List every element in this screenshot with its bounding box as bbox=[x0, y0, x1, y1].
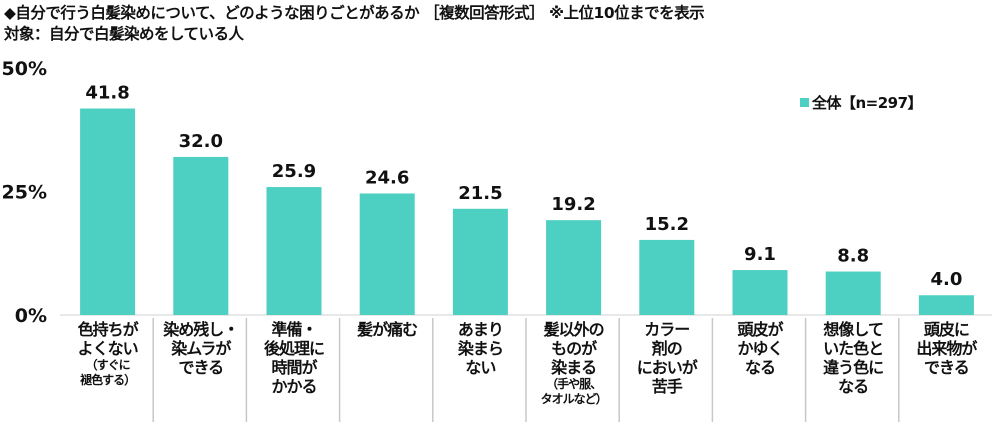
data-label: 21.5 bbox=[458, 183, 502, 204]
x-tick-label-line: 時間が bbox=[271, 358, 317, 377]
x-tick-label: 色持ちが よくない （すぐに 褪色する） bbox=[62, 320, 154, 388]
y-tick-label: 50% bbox=[2, 58, 47, 80]
x-tick-label-line: カラー bbox=[644, 320, 690, 339]
x-tick-label-line: 髪以外の bbox=[543, 320, 605, 339]
data-label: 9.1 bbox=[744, 244, 776, 265]
bar bbox=[639, 239, 695, 315]
x-tick-label: 想像して いた色と 違う色に なる bbox=[807, 320, 899, 396]
x-tick-label-note: 褪色する） bbox=[80, 373, 136, 387]
data-label: 4.0 bbox=[930, 269, 962, 290]
x-tick-label: 準備・ 後処理に 時間が かかる bbox=[248, 320, 340, 396]
y-tick-label: 0% bbox=[15, 305, 47, 327]
data-label: 41.8 bbox=[85, 83, 129, 104]
x-tick-label: 頭皮が かゆく なる bbox=[714, 320, 806, 377]
bar bbox=[266, 187, 322, 315]
chart-subtitle: 対象：自分で白髪染めをしている人 bbox=[4, 25, 244, 43]
legend-swatch bbox=[800, 98, 809, 107]
data-label: 19.2 bbox=[551, 194, 595, 215]
x-tick-label-line: あまり bbox=[457, 320, 504, 339]
chart-title: ◆自分で行う白髪染めについて、どのような困りごとがあるか ［複数回答形式］ ※上… bbox=[4, 4, 705, 22]
data-label: 15.2 bbox=[645, 214, 689, 235]
x-tick-label-line: 頭皮が bbox=[737, 320, 783, 339]
x-tick-label-note: （手や服、 bbox=[546, 377, 602, 391]
data-label: 24.6 bbox=[365, 167, 409, 188]
x-tick-label-line: 違う色に bbox=[823, 358, 884, 377]
data-label: 8.8 bbox=[837, 246, 869, 267]
x-tick-label-line: 色持ちが bbox=[77, 320, 139, 339]
x-tick-label-line: よくない bbox=[77, 339, 139, 358]
x-tick-label-note: タオルなど） bbox=[540, 392, 608, 406]
x-tick-label-line: ない bbox=[465, 358, 496, 377]
x-tick-label-line: 染まら bbox=[457, 339, 504, 358]
x-tick-label-line: なる bbox=[838, 377, 869, 396]
x-tick-label-line: なる bbox=[744, 358, 776, 377]
x-tick-label-line: 染まる bbox=[551, 358, 597, 377]
x-tick-label-note: （すぐに bbox=[85, 358, 131, 372]
x-tick-label-line: 想像して bbox=[823, 320, 884, 339]
bar bbox=[80, 108, 136, 316]
x-tick-label-line: 出来物が bbox=[916, 339, 977, 358]
x-tick-label-line: 苦手 bbox=[651, 377, 683, 396]
bar bbox=[452, 208, 508, 315]
x-tick-label-line: 剤の bbox=[651, 339, 683, 358]
bar bbox=[546, 220, 602, 315]
x-tick-label: 染め残し・ 染ムラが できる bbox=[155, 320, 247, 377]
data-label: 32.0 bbox=[179, 131, 223, 152]
bar bbox=[732, 270, 788, 315]
bar bbox=[359, 193, 415, 315]
x-tick-label: 髪以外の ものが 染まる （手や服、 タオルなど） bbox=[528, 320, 620, 407]
legend: 全体【n=297】 bbox=[800, 92, 923, 113]
x-tick-label-line: かゆく bbox=[737, 339, 783, 358]
x-tick-label: 頭皮に 出来物が できる bbox=[900, 320, 992, 377]
x-tick-label-line: 後処理に bbox=[263, 339, 325, 358]
x-tick-label-line: かかる bbox=[271, 377, 317, 396]
legend-label: 全体【n=297】 bbox=[812, 94, 923, 112]
bar bbox=[918, 295, 974, 315]
bar bbox=[173, 156, 229, 315]
x-tick-label-line: ものが bbox=[551, 339, 597, 358]
y-tick-label: 25% bbox=[2, 182, 47, 204]
x-tick-label: 髪が痛む bbox=[341, 320, 433, 339]
x-tick-label-line: できる bbox=[178, 358, 224, 377]
x-tick-label-line: できる bbox=[924, 358, 970, 377]
x-tick-label-line: いた色と bbox=[823, 339, 884, 358]
x-tick-label-line: 髪が痛む bbox=[357, 320, 418, 339]
bar bbox=[825, 271, 881, 315]
x-tick-label-line: 頭皮に bbox=[923, 320, 970, 339]
x-tick-label-line: 染め残し・ bbox=[163, 320, 239, 339]
x-tick-label-line: 準備・ bbox=[271, 320, 317, 339]
x-tick-label: カラー 剤の においが 苦手 bbox=[621, 320, 713, 396]
x-tick-label: あまり 染まら ない bbox=[434, 320, 526, 377]
x-tick-label-line: 染ムラが bbox=[171, 339, 231, 358]
data-label: 25.9 bbox=[272, 161, 316, 182]
x-tick-label-line: においが bbox=[636, 358, 698, 377]
